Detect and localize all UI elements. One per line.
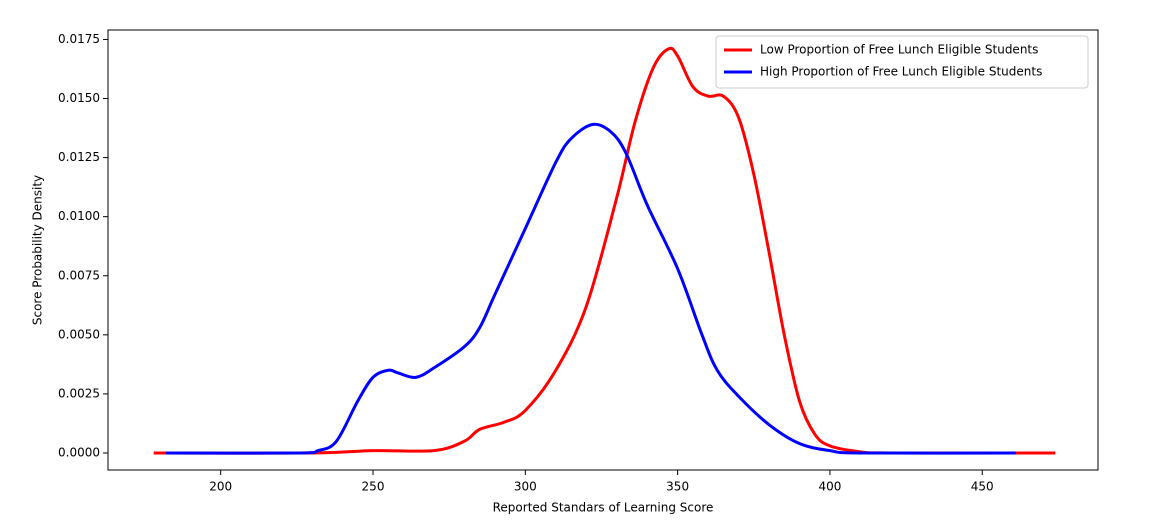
x-tick-label: 250 — [362, 480, 385, 494]
line-series — [165, 122, 1016, 455]
y-axis-label: Score Probability Density — [31, 175, 45, 325]
x-tick-label: 450 — [971, 480, 994, 494]
y-tick-label: 0.0100 — [58, 209, 100, 223]
y-tick-label: 0.0075 — [58, 268, 100, 282]
y-tick-label: 0.0050 — [58, 327, 100, 341]
x-tick-label: 200 — [209, 480, 232, 494]
y-tick-label: 0.0000 — [58, 445, 100, 459]
line-series — [153, 46, 1056, 455]
x-axis-label: Reported Standars of Learning Score — [493, 501, 714, 515]
x-tick-label: 300 — [514, 480, 537, 494]
axes-frame — [107, 29, 1099, 471]
x-tick-label: 350 — [666, 480, 689, 494]
y-tick-label: 0.0125 — [58, 150, 100, 164]
legend-label: High Proportion of Free Lunch Eligible S… — [760, 65, 1042, 79]
legend-label: Low Proportion of Free Lunch Eligible St… — [760, 43, 1038, 57]
y-tick-label: 0.0150 — [58, 91, 100, 105]
y-tick-label: 0.0175 — [58, 32, 100, 46]
legend-box — [715, 35, 1089, 89]
x-tick-label: 400 — [818, 480, 841, 494]
y-tick-label: 0.0025 — [58, 386, 100, 400]
